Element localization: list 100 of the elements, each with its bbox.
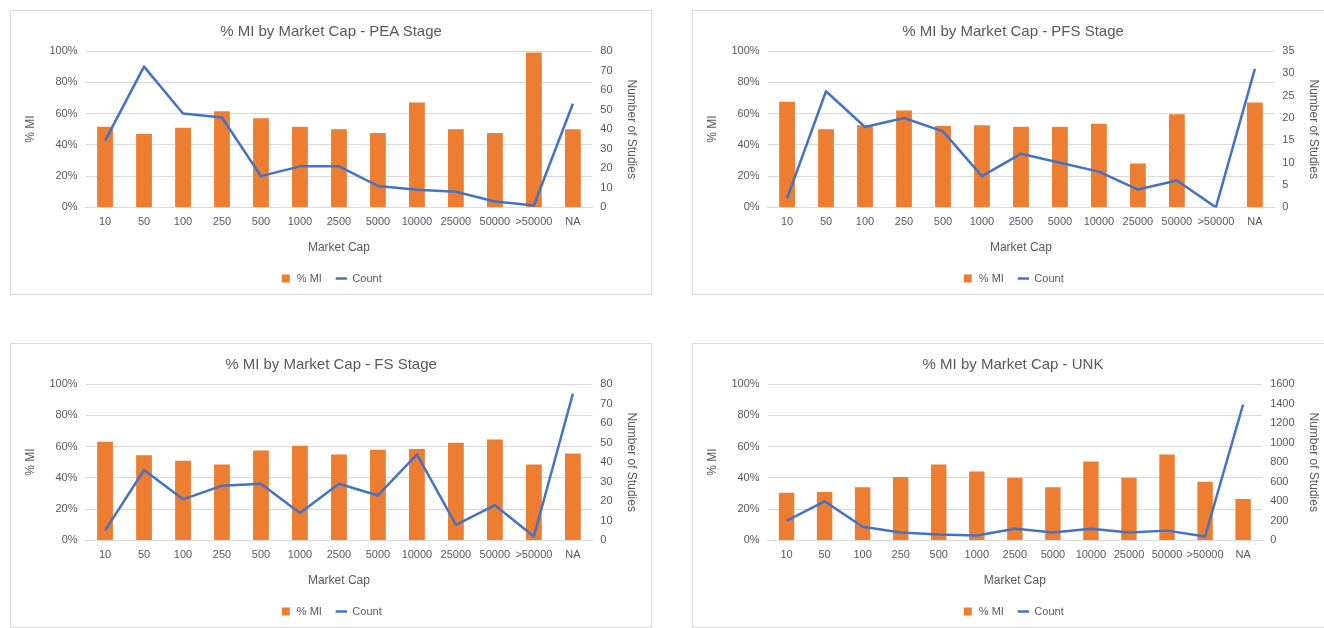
y-tick-label: 40% (55, 137, 78, 150)
bar (136, 455, 152, 540)
legend-label: Count (1034, 604, 1064, 617)
bar (253, 450, 269, 540)
y2-tick-label: 40 (600, 122, 613, 135)
x-tick-label: 10 (98, 548, 112, 561)
y2-axis-title: Number of Studies (1307, 79, 1322, 179)
bar (136, 133, 152, 207)
bar (525, 52, 542, 207)
bar (974, 125, 990, 207)
y-tick-label: 80% (737, 75, 760, 88)
x-tick-label: NA (565, 215, 582, 228)
x-tick-label: 500 (933, 215, 953, 228)
y2-tick-label: 25 (1282, 88, 1295, 101)
y2-tick-label: 20 (600, 494, 613, 507)
y-tick-label: 80% (55, 75, 78, 88)
bar (935, 126, 951, 207)
y-tick-label: 80% (737, 408, 760, 421)
x-tick-label: 100 (853, 548, 872, 561)
x-tick-label: 2500 (1008, 215, 1034, 228)
y2-axis-title: Number of Studies (625, 412, 640, 512)
x-tick-label: 1000 (287, 215, 313, 228)
x-tick-label: 50000 (479, 548, 511, 561)
x-tick-label: 50 (818, 548, 831, 561)
legend-label: % MI (978, 604, 1004, 617)
x-tick-label: 25000 (440, 548, 472, 561)
y2-tick-label: 50 (600, 102, 613, 115)
x-axis-title: Market Cap (307, 240, 371, 255)
x-tick-label: 500 (929, 548, 948, 561)
x-tick-label: NA (1235, 548, 1252, 561)
y2-tick-label: 30 (600, 141, 613, 154)
legend-label: Count (352, 604, 382, 617)
x-tick-label: 5000 (1047, 215, 1073, 228)
y-tick-label: 100% (731, 377, 760, 390)
bar (1159, 454, 1175, 540)
x-tick-label: 10000 (401, 215, 433, 228)
x-tick-label: 500 (251, 548, 271, 561)
bar (370, 133, 386, 207)
y-tick-label: 80% (55, 408, 78, 421)
y-tick-label: 40% (737, 470, 760, 483)
bar (175, 460, 191, 540)
x-tick-label: 250 (894, 215, 914, 228)
bar (331, 129, 347, 207)
x-tick-label: 10000 (401, 548, 433, 561)
bar (214, 464, 230, 540)
y2-tick-label: 0 (600, 533, 607, 546)
y2-tick-label: 50 (600, 435, 613, 448)
x-tick-label: >50000 (515, 215, 553, 228)
x-tick-label: 5000 (365, 215, 391, 228)
bar (1235, 498, 1251, 540)
y-tick-label: 40% (737, 137, 760, 150)
bar (331, 454, 347, 540)
x-tick-label: 10000 (1083, 215, 1115, 228)
bar (1130, 163, 1146, 207)
y-tick-label: 100% (731, 44, 760, 57)
x-tick-label: >50000 (515, 548, 553, 561)
y2-tick-label: 10 (600, 513, 613, 526)
y2-axis-title: Number of Studies (1307, 412, 1322, 512)
y2-tick-label: 1000 (1270, 435, 1295, 448)
x-tick-label: 250 (212, 548, 232, 561)
bar (253, 118, 269, 207)
y-axis-title: % MI (704, 115, 719, 143)
bar (564, 129, 581, 207)
x-tick-label: 1000 (964, 548, 990, 561)
y2-tick-label: 800 (1270, 455, 1289, 468)
y2-tick-label: 600 (1270, 474, 1289, 487)
y2-tick-label: 1200 (1270, 416, 1295, 429)
bar (1083, 461, 1099, 540)
bar (931, 464, 947, 540)
bar (370, 449, 386, 540)
x-tick-label: 10 (780, 548, 793, 561)
x-tick-label: 10 (98, 215, 112, 228)
x-tick-label: 5000 (1040, 548, 1066, 561)
y-tick-label: 0% (743, 533, 760, 546)
x-tick-label: 5000 (365, 548, 391, 561)
x-tick-label: NA (1247, 215, 1264, 228)
x-tick-label: 100 (173, 215, 193, 228)
x-tick-label: 500 (251, 215, 271, 228)
y2-tick-label: 5 (1282, 178, 1289, 191)
legend-label: Count (352, 271, 382, 284)
y2-tick-label: 10 (600, 180, 613, 193)
bar (487, 439, 503, 540)
y2-axis-title: Number of Studies (625, 79, 640, 179)
x-tick-label: 50 (137, 548, 151, 561)
x-tick-label: 50 (819, 215, 833, 228)
x-tick-label: NA (565, 548, 582, 561)
y-tick-label: 20% (737, 502, 760, 515)
bar (97, 126, 113, 207)
y2-tick-label: 60 (600, 83, 613, 96)
bar (778, 492, 795, 540)
x-tick-label: 250 (212, 215, 232, 228)
x-tick-label: 100 (173, 548, 193, 561)
y2-tick-label: 60 (600, 416, 613, 429)
bar (175, 127, 191, 207)
bar (292, 445, 308, 540)
bar (487, 133, 503, 207)
x-tick-label: 25000 (1113, 548, 1145, 561)
bar (97, 441, 113, 540)
y-tick-label: 60% (55, 106, 78, 119)
bar (896, 110, 912, 207)
